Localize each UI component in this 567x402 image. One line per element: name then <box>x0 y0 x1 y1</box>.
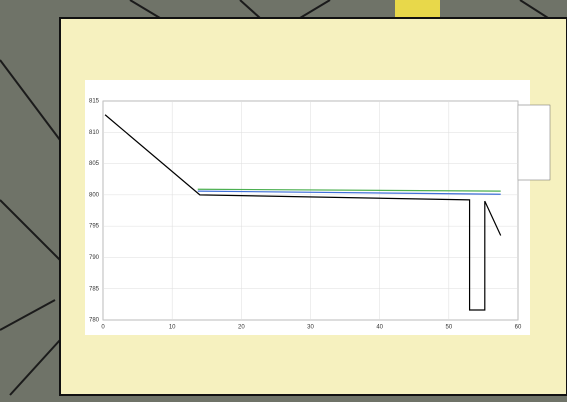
map-parcel <box>395 0 440 18</box>
x-tick-label: 30 <box>307 325 314 331</box>
x-tick-label: 50 <box>445 325 452 331</box>
y-tick-label: 805 <box>89 161 100 167</box>
x-tick-label: 0 <box>101 325 105 331</box>
x-tick-label: 60 <box>515 325 522 331</box>
y-tick-label: 795 <box>89 224 100 230</box>
chart-area <box>85 80 530 335</box>
series-line <box>197 188 501 192</box>
plot: 780 785 790 795 800 805 810 815 0 10 20 30 40 50 60 <box>89 99 522 331</box>
x-tick-label: 20 <box>238 325 245 331</box>
y-tick-label: 815 <box>89 99 100 105</box>
y-tick-label: 785 <box>89 286 100 292</box>
y-tick-label: 790 <box>89 255 100 261</box>
x-tick-label: 40 <box>376 325 383 331</box>
series-line <box>104 114 502 311</box>
y-tick-label: 800 <box>89 192 100 198</box>
legend-box <box>517 104 551 181</box>
x-tick-label: 10 <box>169 325 176 331</box>
y-tick-label: 810 <box>89 130 100 136</box>
y-tick-label: 780 <box>89 318 100 324</box>
series-line <box>197 190 501 195</box>
